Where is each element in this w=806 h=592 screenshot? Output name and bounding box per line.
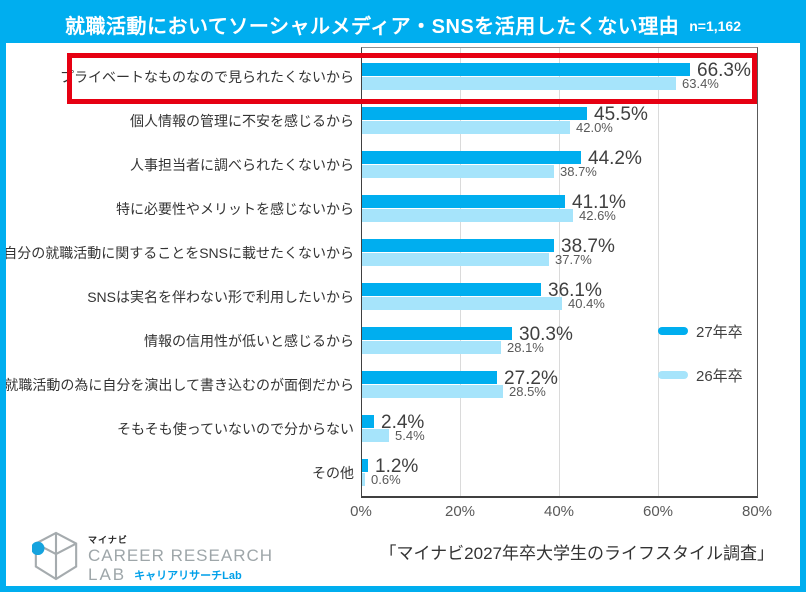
value-27: 30.3% [519,324,573,345]
chart-row: 個人情報の管理に不安を感じるから 45.5% 42.0% [6,101,800,145]
legend-item-27: 27年卒 [658,316,743,346]
value-27: 38.7% [561,236,615,257]
bar-26 [362,165,554,178]
chart-row: その他 1.2% 0.6% [6,453,800,497]
source-citation: 「マイナビ2027年卒大学生のライフスタイル調査」 [379,544,774,563]
bar-26 [362,77,676,90]
bar-27 [362,283,541,296]
chart-row: 特に必要性やメリットを感じないから 41.1% 42.6% [6,189,800,233]
x-tick: 80% [741,503,773,520]
bar-26 [362,385,503,398]
value-27: 27.2% [504,368,558,389]
value-27: 1.2% [375,456,419,477]
value-26: 28.5% [509,384,546,399]
bar-26 [362,341,501,354]
cube-wireframe-icon [31,530,80,586]
bar-26 [362,121,570,134]
legend-swatch-27-icon [658,327,688,335]
bar-27 [362,63,690,76]
bar-26 [362,429,389,442]
category-label: その他 [312,465,354,481]
x-tick: 40% [543,503,575,520]
brand-logo: マイナビ CAREER RESEARCH LAB キャリアリサーチLab [31,530,273,586]
chart-row: 就職活動の為に自分を演出して書き込むのが面倒だから 27.2% 28.5% [6,365,800,409]
sample-size: n=1,162 [689,18,741,34]
value-26: 38.7% [560,164,597,179]
logo-subtitle: キャリアリサーチLab [134,569,242,582]
value-26: 28.1% [507,340,544,355]
category-label: SNSは実名を伴わない形で利用したいから [87,289,354,305]
bar-26 [362,297,562,310]
chart-row: そもそも使っていないので分からない 2.4% 5.4% [6,409,800,453]
logo-text: マイナビ CAREER RESEARCH LAB キャリアリサーチLab [88,533,273,585]
value-27: 2.4% [381,412,425,433]
legend: 27年卒 26年卒 [658,316,743,404]
chart-row: 情報の信用性が低いと感じるから 30.3% 28.1% [6,321,800,365]
category-label: 就職活動の為に自分を演出して書き込むのが面倒だから [4,377,354,393]
category-label: そもそも使っていないので分からない [116,421,354,437]
gridline-40 [559,48,560,496]
legend-item-26: 26年卒 [658,360,743,390]
value-26: 37.7% [555,252,592,267]
logo-line1: CAREER RESEARCH [88,545,274,565]
category-label: 自分の就職活動に関することをSNSに載せたくないから [3,245,354,261]
bar-27 [362,459,368,472]
legend-label-27: 27年卒 [696,323,743,341]
value-26: 42.0% [576,120,613,135]
legend-swatch-26-icon [658,371,688,379]
x-tick: 0% [350,503,372,520]
bar-27 [362,327,512,340]
legend-label-26: 26年卒 [696,367,743,385]
value-26: 0.6% [371,472,401,487]
bar-27 [362,415,374,428]
bar-26 [362,209,573,222]
chart-row: 自分の就職活動に関することをSNSに載せたくないから 38.7% 37.7% [6,233,800,277]
value-27: 66.3% [697,60,751,81]
category-label: 情報の信用性が低いと感じるから [144,333,354,349]
category-label: 特に必要性やメリットを感じないから [116,201,354,217]
bar-27 [362,239,554,252]
category-label: 人事担当者に調べられたくないから [130,157,354,173]
chart-title-bar: 就職活動においてソーシャルメディア・SNSを活用したくない理由 n=1,162 [6,6,800,43]
x-tick: 20% [444,503,476,520]
value-27: 45.5% [594,104,648,125]
chart-row: SNSは実名を伴わない形で利用したいから 36.1% 40.4% [6,277,800,321]
category-label: プライベートなものなので見られたくないから [60,69,354,85]
x-tick: 60% [642,503,674,520]
gridline-60 [658,48,659,496]
value-26: 63.4% [682,76,719,91]
bar-27 [362,195,565,208]
bar-26 [362,473,365,486]
value-27: 36.1% [548,280,602,301]
bar-27 [362,151,581,164]
gridline-20 [460,48,461,496]
chart-row: 人事担当者に調べられたくないから 44.2% 38.7% [6,145,800,189]
plot-area [361,47,758,498]
page-title: 就職活動においてソーシャルメディア・SNSを活用したくない理由 [65,16,680,38]
chart-row: プライベートなものなので見られたくないから 66.3% 63.4% [6,57,800,101]
value-26: 40.4% [568,296,605,311]
value-26: 42.6% [579,208,616,223]
category-label: 個人情報の管理に不安を感じるから [130,113,354,129]
logo-line2: LAB [88,564,127,584]
bar-27 [362,371,497,384]
logo-brand-jp: マイナビ [88,534,128,545]
value-27: 41.1% [572,192,626,213]
bar-26 [362,253,549,266]
bar-27 [362,107,587,120]
value-26: 5.4% [395,428,425,443]
value-27: 44.2% [588,148,642,169]
